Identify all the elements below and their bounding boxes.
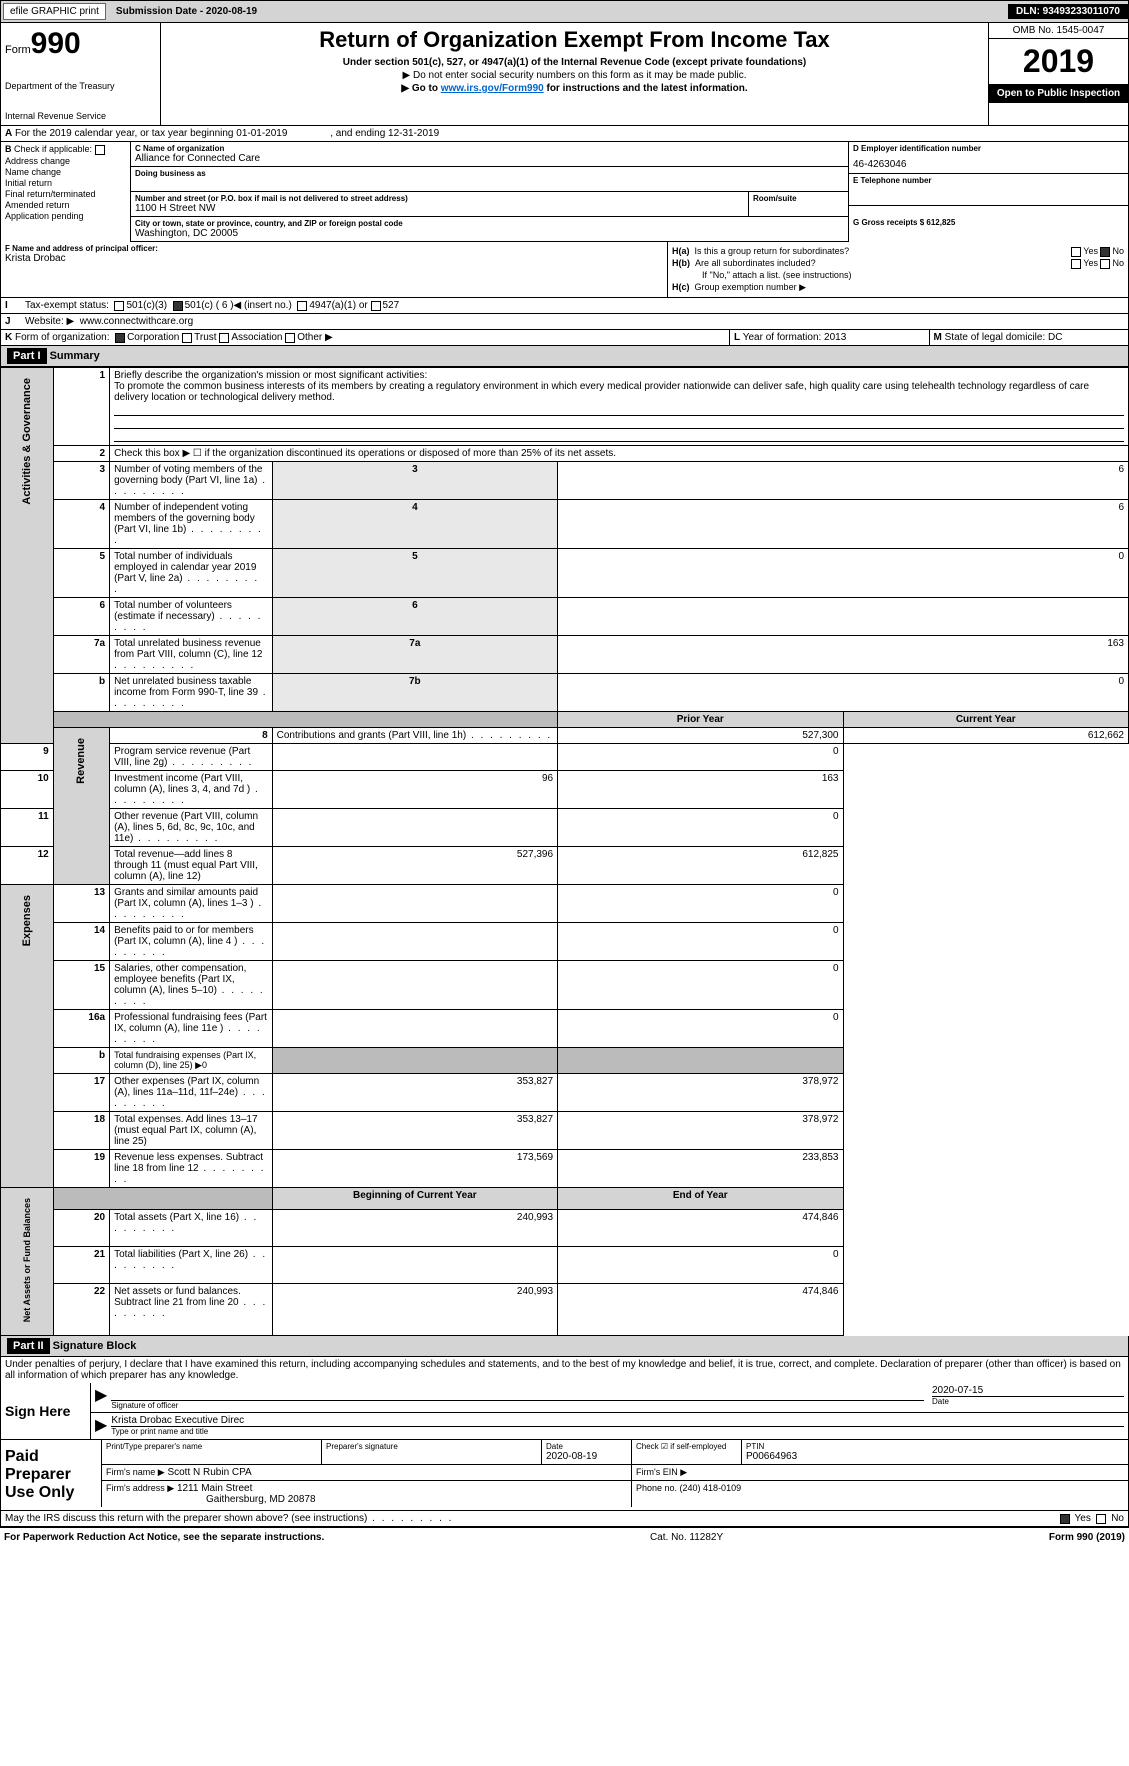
- form-header: Form990 Department of the Treasury Inter…: [0, 23, 1129, 126]
- top-bar: efile GRAPHIC print Submission Date - 20…: [0, 0, 1129, 23]
- subtitle-2: ▶ Do not enter social security numbers o…: [165, 70, 984, 81]
- arrow-icon: ▶: [95, 1415, 107, 1436]
- part2-header: Part II Signature Block: [0, 1336, 1129, 1357]
- officer-label: F Name and address of principal officer:: [5, 244, 663, 253]
- discuss-row: May the IRS discuss this return with the…: [0, 1511, 1129, 1527]
- opt-address: Address change: [5, 156, 126, 166]
- rev-row: 9Program service revenue (Part VIII, lin…: [1, 744, 1129, 771]
- omb-number: OMB No. 1545-0047: [989, 23, 1128, 39]
- paid-preparer-section: Paid Preparer Use Only Print/Type prepar…: [0, 1440, 1129, 1511]
- net-row: 21Total liabilities (Part X, line 26)0: [1, 1247, 1129, 1284]
- vtab-expenses: Expenses: [21, 887, 33, 954]
- gov-row: bNet unrelated business taxable income f…: [1, 674, 1129, 712]
- submission-date: Submission Date - 2020-08-19: [108, 4, 265, 19]
- street-label: Number and street (or P.O. box if mail i…: [135, 194, 744, 203]
- exp-row: 18Total expenses. Add lines 13–17 (must …: [1, 1112, 1129, 1150]
- vtab-governance: Activities & Governance: [21, 370, 33, 513]
- tax-year: 2019: [989, 39, 1128, 84]
- efile-button[interactable]: efile GRAPHIC print: [3, 3, 106, 20]
- exp-row: 19Revenue less expenses. Subtract line 1…: [1, 1150, 1129, 1188]
- row-k: K Form of organization: Corporation Trus…: [0, 330, 729, 346]
- exp-row: 15Salaries, other compensation, employee…: [1, 961, 1129, 1010]
- vtab-revenue: Revenue: [75, 730, 87, 792]
- vtab-net: Net Assets or Fund Balances: [22, 1190, 32, 1330]
- rev-row: 11Other revenue (Part VIII, column (A), …: [1, 809, 1129, 847]
- org-name: Alliance for Connected Care: [135, 153, 844, 164]
- subtitle-1: Under section 501(c), 527, or 4947(a)(1)…: [165, 57, 984, 68]
- paid-label: Paid Preparer Use Only: [1, 1440, 101, 1510]
- footer-right: Form 990 (2019): [1049, 1532, 1125, 1543]
- summary-table: Activities & Governance 1 Briefly descri…: [0, 367, 1129, 1336]
- footer: For Paperwork Reduction Act Notice, see …: [0, 1527, 1129, 1547]
- opt-pending: Application pending: [5, 211, 126, 221]
- section-b: B Check if applicable: Address change Na…: [1, 142, 131, 242]
- dept-treasury: Department of the Treasury: [5, 81, 156, 91]
- form-title: Return of Organization Exempt From Incom…: [165, 27, 984, 53]
- subtitle-3: ▶ Go to www.irs.gov/Form990 for instruct…: [165, 83, 984, 94]
- part1-header: Part I Summary: [0, 346, 1129, 367]
- officer-name: Krista Drobac: [5, 253, 663, 264]
- website-value: www.connectwithcare.org: [80, 316, 193, 327]
- rev-row: 12Total revenue—add lines 8 through 11 (…: [1, 847, 1129, 885]
- opt-name: Name change: [5, 167, 126, 177]
- net-row: 20Total assets (Part X, line 16)240,9934…: [1, 1209, 1129, 1246]
- row-j: J Website: ▶ www.connectwithcare.org: [0, 314, 1129, 330]
- city-label: City or town, state or province, country…: [135, 219, 844, 228]
- ein: 46-4263046: [853, 159, 1124, 170]
- dba-label: Doing business as: [135, 169, 844, 178]
- gov-row: 6Total number of volunteers (estimate if…: [1, 598, 1129, 636]
- dept-irs: Internal Revenue Service: [5, 111, 156, 121]
- sign-here-label: Sign Here: [1, 1383, 91, 1439]
- room-label: Room/suite: [753, 194, 844, 203]
- section-de: D Employer identification number 46-4263…: [848, 142, 1128, 242]
- checkbox[interactable]: [95, 145, 105, 155]
- dln-number: DLN: 93493233011070: [1008, 4, 1128, 19]
- opt-initial: Initial return: [5, 178, 126, 188]
- irs-link[interactable]: www.irs.gov/Form990: [441, 83, 544, 94]
- footer-left: For Paperwork Reduction Act Notice, see …: [4, 1532, 324, 1543]
- gov-row: 5Total number of individuals employed in…: [1, 549, 1129, 598]
- rev-row: 10Investment income (Part VIII, column (…: [1, 771, 1129, 809]
- row-i: I Tax-exempt status: 501(c)(3) 501(c) ( …: [0, 298, 1129, 314]
- declaration: Under penalties of perjury, I declare th…: [1, 1357, 1128, 1383]
- ein-label: D Employer identification number: [853, 144, 1124, 153]
- signature-section: Under penalties of perjury, I declare th…: [0, 1357, 1129, 1440]
- city: Washington, DC 20005: [135, 228, 844, 239]
- footer-mid: Cat. No. 11282Y: [650, 1532, 723, 1543]
- org-name-label: C Name of organization: [135, 144, 844, 153]
- exp-row: bTotal fundraising expenses (Part IX, co…: [1, 1048, 1129, 1074]
- form-number: 990: [31, 27, 81, 60]
- phone-label: E Telephone number: [853, 176, 1124, 185]
- section-bcde: B Check if applicable: Address change Na…: [0, 142, 1129, 242]
- opt-final: Final return/terminated: [5, 189, 126, 199]
- opt-amended: Amended return: [5, 200, 126, 210]
- street: 1100 H Street NW: [135, 203, 744, 214]
- gov-row: 7aTotal unrelated business revenue from …: [1, 636, 1129, 674]
- section-c: C Name of organization Alliance for Conn…: [131, 142, 848, 242]
- gov-row: 4Number of independent voting members of…: [1, 500, 1129, 549]
- exp-row: 16aProfessional fundraising fees (Part I…: [1, 1010, 1129, 1048]
- arrow-icon: ▶: [95, 1385, 107, 1410]
- row-a: A For the 2019 calendar year, or tax yea…: [0, 126, 1129, 142]
- mission-text: To promote the common business interests…: [114, 381, 1089, 403]
- exp-row: 14Benefits paid to or for members (Part …: [1, 923, 1129, 961]
- exp-row: 17Other expenses (Part IX, column (A), l…: [1, 1074, 1129, 1112]
- net-row: 22Net assets or fund balances. Subtract …: [1, 1284, 1129, 1336]
- open-to-public: Open to Public Inspection: [989, 84, 1128, 103]
- gross-receipts: G Gross receipts $ 612,825: [853, 218, 1124, 227]
- form-prefix: Form: [5, 44, 31, 56]
- section-fh: F Name and address of principal officer:…: [0, 242, 1129, 298]
- gov-row: 3Number of voting members of the governi…: [1, 462, 1129, 500]
